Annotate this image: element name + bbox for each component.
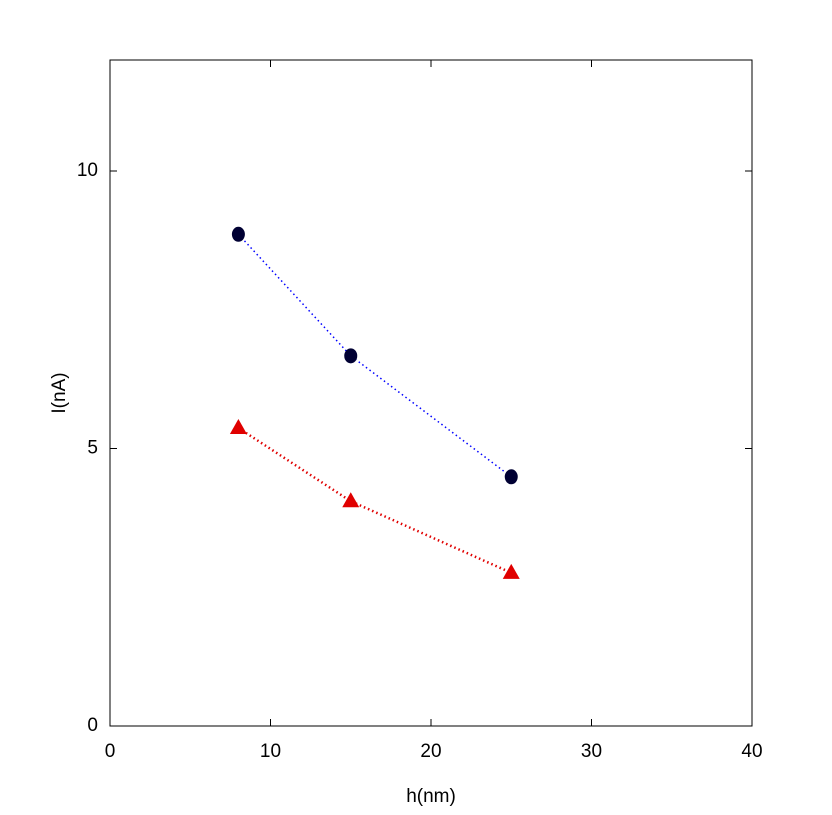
y-axis-label: I(nA) <box>49 372 70 413</box>
y-tick-label: 0 <box>87 715 98 736</box>
marker <box>344 348 358 364</box>
series-line <box>237 233 512 478</box>
marker <box>342 492 360 508</box>
marker <box>229 418 247 434</box>
marker <box>231 226 245 242</box>
axes-box <box>109 59 753 727</box>
x-tick-label: 0 <box>105 741 116 762</box>
x-tick-label: 30 <box>581 741 602 762</box>
x-tick-label: 40 <box>741 741 762 762</box>
y-tick-label: 5 <box>87 438 98 459</box>
series-line <box>237 426 512 574</box>
x-tick-label: 20 <box>420 741 441 762</box>
x-tick-label: 10 <box>260 741 281 762</box>
marker <box>504 469 518 485</box>
y-tick-label: 10 <box>77 160 98 181</box>
x-axis-label: h(nm) <box>406 786 456 807</box>
marker <box>502 563 520 579</box>
